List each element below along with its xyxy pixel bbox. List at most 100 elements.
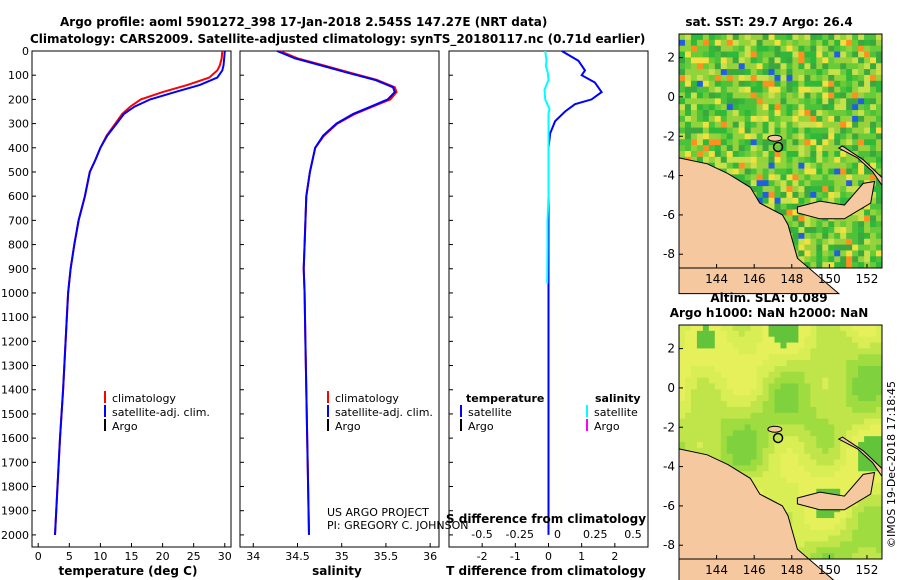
map-cell xyxy=(720,325,728,332)
map-cell xyxy=(804,39,811,47)
map-cell xyxy=(828,45,835,53)
map-cell xyxy=(876,115,883,123)
map-cell xyxy=(846,92,853,99)
map-cell xyxy=(750,348,758,355)
map-cell xyxy=(726,57,734,64)
map-cell xyxy=(798,45,805,53)
map-cell xyxy=(846,51,853,58)
map-cell xyxy=(702,371,710,379)
map-cell xyxy=(792,57,799,64)
map-cell xyxy=(798,156,805,164)
map-cell xyxy=(679,151,686,158)
map-cell xyxy=(876,523,883,531)
map-cell xyxy=(774,482,781,490)
map-cell xyxy=(840,57,847,64)
map-cell xyxy=(750,63,758,70)
map-cell xyxy=(774,186,781,193)
map-cell xyxy=(786,133,793,140)
map-cell xyxy=(870,74,877,82)
map-cell xyxy=(828,197,835,205)
map-cell xyxy=(816,115,823,123)
map-cell xyxy=(834,145,841,152)
map-cell xyxy=(720,98,728,105)
map-cell xyxy=(846,330,853,338)
map-cell xyxy=(768,174,776,181)
map-cell xyxy=(690,151,698,158)
map-cell xyxy=(690,127,698,134)
map-cell xyxy=(846,63,853,70)
map-cell xyxy=(870,127,877,134)
map-cell xyxy=(798,371,805,379)
map-cell xyxy=(816,342,823,349)
map-cell xyxy=(798,74,805,82)
map-cell xyxy=(804,232,811,240)
map-cell xyxy=(684,330,692,338)
map-cell xyxy=(864,45,871,53)
map-cell xyxy=(690,395,698,402)
map-cell xyxy=(804,325,811,332)
map-cell xyxy=(780,377,787,384)
map-cell xyxy=(798,250,805,257)
map-cell xyxy=(858,39,865,47)
map-cell xyxy=(768,162,776,170)
x-tick-label: 36 xyxy=(423,550,437,563)
map-cell xyxy=(816,127,823,134)
map-cell xyxy=(750,151,758,158)
map-cell xyxy=(679,412,686,420)
map-cell xyxy=(846,174,853,181)
map-cell xyxy=(696,389,704,396)
map-cell xyxy=(720,39,728,47)
map-cell xyxy=(762,186,770,193)
map-cell xyxy=(834,244,841,251)
salinity-legend: climatology satellite-adj. clim. Argo xyxy=(327,391,433,433)
map-cell xyxy=(876,191,883,199)
map-cell xyxy=(816,74,823,82)
map-cell xyxy=(810,39,817,47)
map-cell xyxy=(786,325,793,332)
temperature-legend: climatology satellite-adj. clim. Argo xyxy=(104,391,210,433)
map-cell xyxy=(679,325,686,332)
map-cell xyxy=(756,383,764,390)
map-cell xyxy=(834,424,841,431)
map-cell xyxy=(696,110,704,117)
temperature-plot: 0 5 10 15 20 25 30 xyxy=(35,50,232,563)
map-cell xyxy=(804,191,811,199)
map-cell xyxy=(756,471,764,478)
map-cell xyxy=(768,471,776,478)
map-cell xyxy=(786,389,793,396)
map-cell xyxy=(780,482,787,490)
map-cell xyxy=(822,45,829,53)
map-cell xyxy=(756,127,764,134)
map-cell xyxy=(804,51,811,58)
map-cell xyxy=(726,442,734,449)
map-cell xyxy=(732,57,740,64)
map-cell xyxy=(738,151,746,158)
map-cell xyxy=(852,156,859,164)
map-cell xyxy=(810,221,817,228)
map-cell xyxy=(696,45,704,53)
map-cell xyxy=(822,541,829,548)
map-cell xyxy=(786,377,793,384)
map-cell xyxy=(744,98,752,105)
map-cell xyxy=(828,395,835,402)
map-cell xyxy=(840,104,847,111)
map-cell xyxy=(834,45,841,53)
map-cell xyxy=(696,371,704,379)
x-tick-label: 1 xyxy=(578,550,585,563)
map-cell xyxy=(804,447,811,455)
map-cell xyxy=(726,98,734,105)
map-cell xyxy=(720,151,728,158)
map-cell xyxy=(732,151,740,158)
map-cell xyxy=(822,63,829,70)
map-cell xyxy=(822,227,829,234)
map-cell xyxy=(780,477,787,484)
map-cell xyxy=(732,459,740,466)
map-cell xyxy=(762,156,770,164)
map-cell xyxy=(828,250,835,257)
map-cell xyxy=(744,453,752,461)
map-cell xyxy=(804,342,811,349)
map-cell xyxy=(744,34,752,41)
legend-swatch xyxy=(104,419,106,431)
map-cell xyxy=(828,34,835,41)
map-cell xyxy=(864,80,871,88)
